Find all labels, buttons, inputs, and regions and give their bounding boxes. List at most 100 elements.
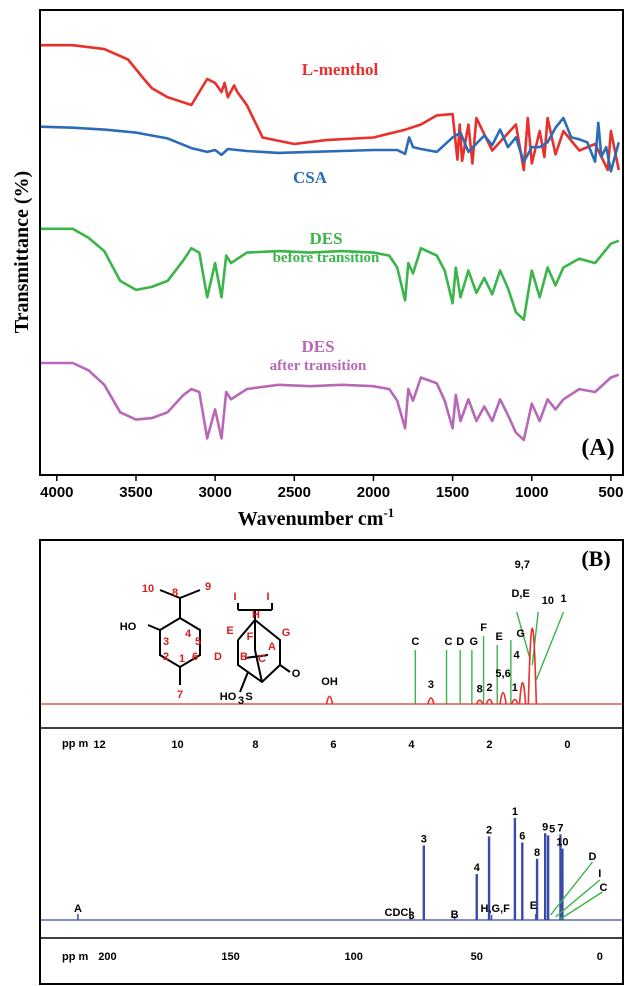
ftir-tick-label: 3500 bbox=[119, 484, 152, 501]
menthol-atom-label: 7 bbox=[177, 689, 183, 701]
y-axis-label: Transmittance (%) bbox=[11, 171, 33, 333]
csa-atom-label: B bbox=[240, 651, 248, 663]
csa-cage bbox=[237, 609, 281, 684]
h-nmr-peak bbox=[485, 698, 494, 705]
csa-atom-label: F bbox=[247, 631, 254, 643]
h-nmr-peak bbox=[427, 697, 435, 705]
h-nmr-peak-label: 9,7 bbox=[515, 559, 530, 571]
ftir-tick-label: 2500 bbox=[278, 484, 311, 501]
h-nmr-assignment-label: D,E bbox=[511, 588, 529, 600]
ftir-tick-label: 1000 bbox=[515, 484, 548, 501]
csa-atom-label: A bbox=[268, 641, 276, 653]
csa-atom-label: D bbox=[214, 651, 222, 663]
menthol-atom-label: 8 bbox=[172, 587, 178, 599]
ftir-series-line bbox=[41, 361, 620, 442]
c-nmr-tick-label: 100 bbox=[344, 951, 362, 963]
h-nmr-tick-label: 2 bbox=[486, 739, 492, 751]
ftir-series-label: CSA bbox=[293, 168, 328, 187]
c-nmr-assignment-line bbox=[555, 879, 601, 918]
menthol-bond bbox=[159, 589, 181, 599]
menthol-atom-label: 10 bbox=[142, 583, 154, 595]
h-nmr-assignment-label: C bbox=[411, 636, 419, 648]
h-nmr-peak-label: 1 bbox=[512, 682, 518, 694]
c-nmr-axis-label: pp m bbox=[62, 951, 88, 963]
menthol-bond bbox=[147, 624, 161, 631]
csa-bond bbox=[239, 671, 249, 693]
h-nmr-assignment-label: C bbox=[445, 636, 453, 648]
menthol-atom-label: 6 bbox=[192, 651, 198, 663]
c-nmr-peak-label: 1 bbox=[512, 806, 518, 818]
csa-bond bbox=[279, 664, 291, 673]
h-nmr-peak-label: 3 bbox=[428, 679, 434, 691]
h-nmr-peak bbox=[511, 698, 519, 705]
csa-atom-label: S bbox=[245, 691, 252, 703]
ftir-series-label: before transition bbox=[273, 250, 380, 266]
menthol-atom-label: 2 bbox=[163, 651, 169, 663]
csa-atom-label: I bbox=[233, 591, 236, 603]
menthol-atom-label: 3 bbox=[163, 636, 169, 648]
ftir-tick-label: 500 bbox=[598, 484, 623, 501]
panel-b-frame bbox=[39, 539, 624, 985]
c-nmr-peak-label: 8 bbox=[534, 847, 540, 859]
ftir-series-label: after transition bbox=[270, 358, 367, 374]
c-nmr-assignment-label: B bbox=[451, 909, 459, 921]
h-nmr-peak bbox=[475, 699, 484, 705]
c-nmr-assignment-label: C bbox=[600, 882, 608, 894]
c-nmr-assignment-label: H,G,F bbox=[481, 903, 511, 915]
h-nmr-peak-label: 8 bbox=[477, 683, 483, 695]
c-nmr-peak-label: 9 bbox=[542, 821, 548, 833]
h-nmr-tick-label: 8 bbox=[252, 739, 258, 751]
panel-a-tag: (A) bbox=[581, 435, 614, 461]
h-nmr-tick-label: 0 bbox=[564, 739, 570, 751]
c-nmr-peak-label: 10 bbox=[556, 837, 568, 849]
h-nmr-tick-label: 10 bbox=[171, 739, 183, 751]
c-nmr-assignment-label: I bbox=[598, 868, 601, 880]
ftir-series-label: DES bbox=[309, 229, 342, 248]
ftir-tick-label: 2000 bbox=[357, 484, 390, 501]
csa-atom-label: G bbox=[282, 627, 291, 639]
c-nmr-tick-label: 200 bbox=[98, 951, 116, 963]
h-nmr-peak bbox=[325, 695, 334, 705]
h-nmr-assignment-label: F bbox=[480, 622, 487, 634]
c-nmr-peak-label: 6 bbox=[519, 830, 525, 842]
ftir-series-label: L-menthol bbox=[302, 60, 379, 79]
h-nmr-peak-label: 4 bbox=[514, 649, 521, 661]
ftir-tick-label: 1500 bbox=[436, 484, 469, 501]
ftir-series-line bbox=[41, 227, 620, 322]
h-nmr-assignment-line bbox=[531, 611, 539, 666]
c-nmr-tick-label: 50 bbox=[471, 951, 483, 963]
c-nmr-peaks: 3 4 2 168 9 5 7 10 bbox=[41, 806, 622, 921]
panel-a-frame bbox=[39, 9, 624, 476]
h-nmr-axis-label: pp m bbox=[62, 738, 88, 750]
h-nmr-peak bbox=[499, 691, 507, 705]
csa-atom-label: HO bbox=[220, 691, 237, 703]
x-axis-label-superscript: -1 bbox=[383, 505, 394, 520]
c-nmr-peak-label: 2 bbox=[486, 824, 492, 836]
h-nmr-assignment-label: E bbox=[495, 631, 502, 643]
ftir-series-labels: L-menthol CSA DES before transition DES after… bbox=[270, 60, 380, 374]
c-nmr-assignment-label: CDCl bbox=[385, 907, 412, 919]
h-nmr-tick-label: 4 bbox=[408, 739, 415, 751]
x-axis-label-text: Wavenumber cm bbox=[238, 508, 384, 530]
c-nmr-assignment-label: A bbox=[74, 903, 82, 915]
c-nmr-peak-label: 3 bbox=[421, 834, 427, 846]
c-nmr-assignment-label: D bbox=[588, 851, 596, 863]
c-nmr-tick-label: 0 bbox=[597, 951, 603, 963]
h-nmr-assignment-label: D bbox=[456, 636, 464, 648]
h-nmr-assignment-label: 10 bbox=[542, 595, 554, 607]
x-axis-label: Wavenumber cm-1 bbox=[238, 505, 395, 530]
h-nmr-tick-label: 12 bbox=[93, 739, 105, 751]
menthol-atom-label: HO bbox=[120, 621, 137, 633]
ftir-series-line bbox=[41, 43, 621, 172]
h-nmr-assignment-label: 1 bbox=[560, 593, 566, 605]
ftir-series-group bbox=[40, 43, 621, 442]
